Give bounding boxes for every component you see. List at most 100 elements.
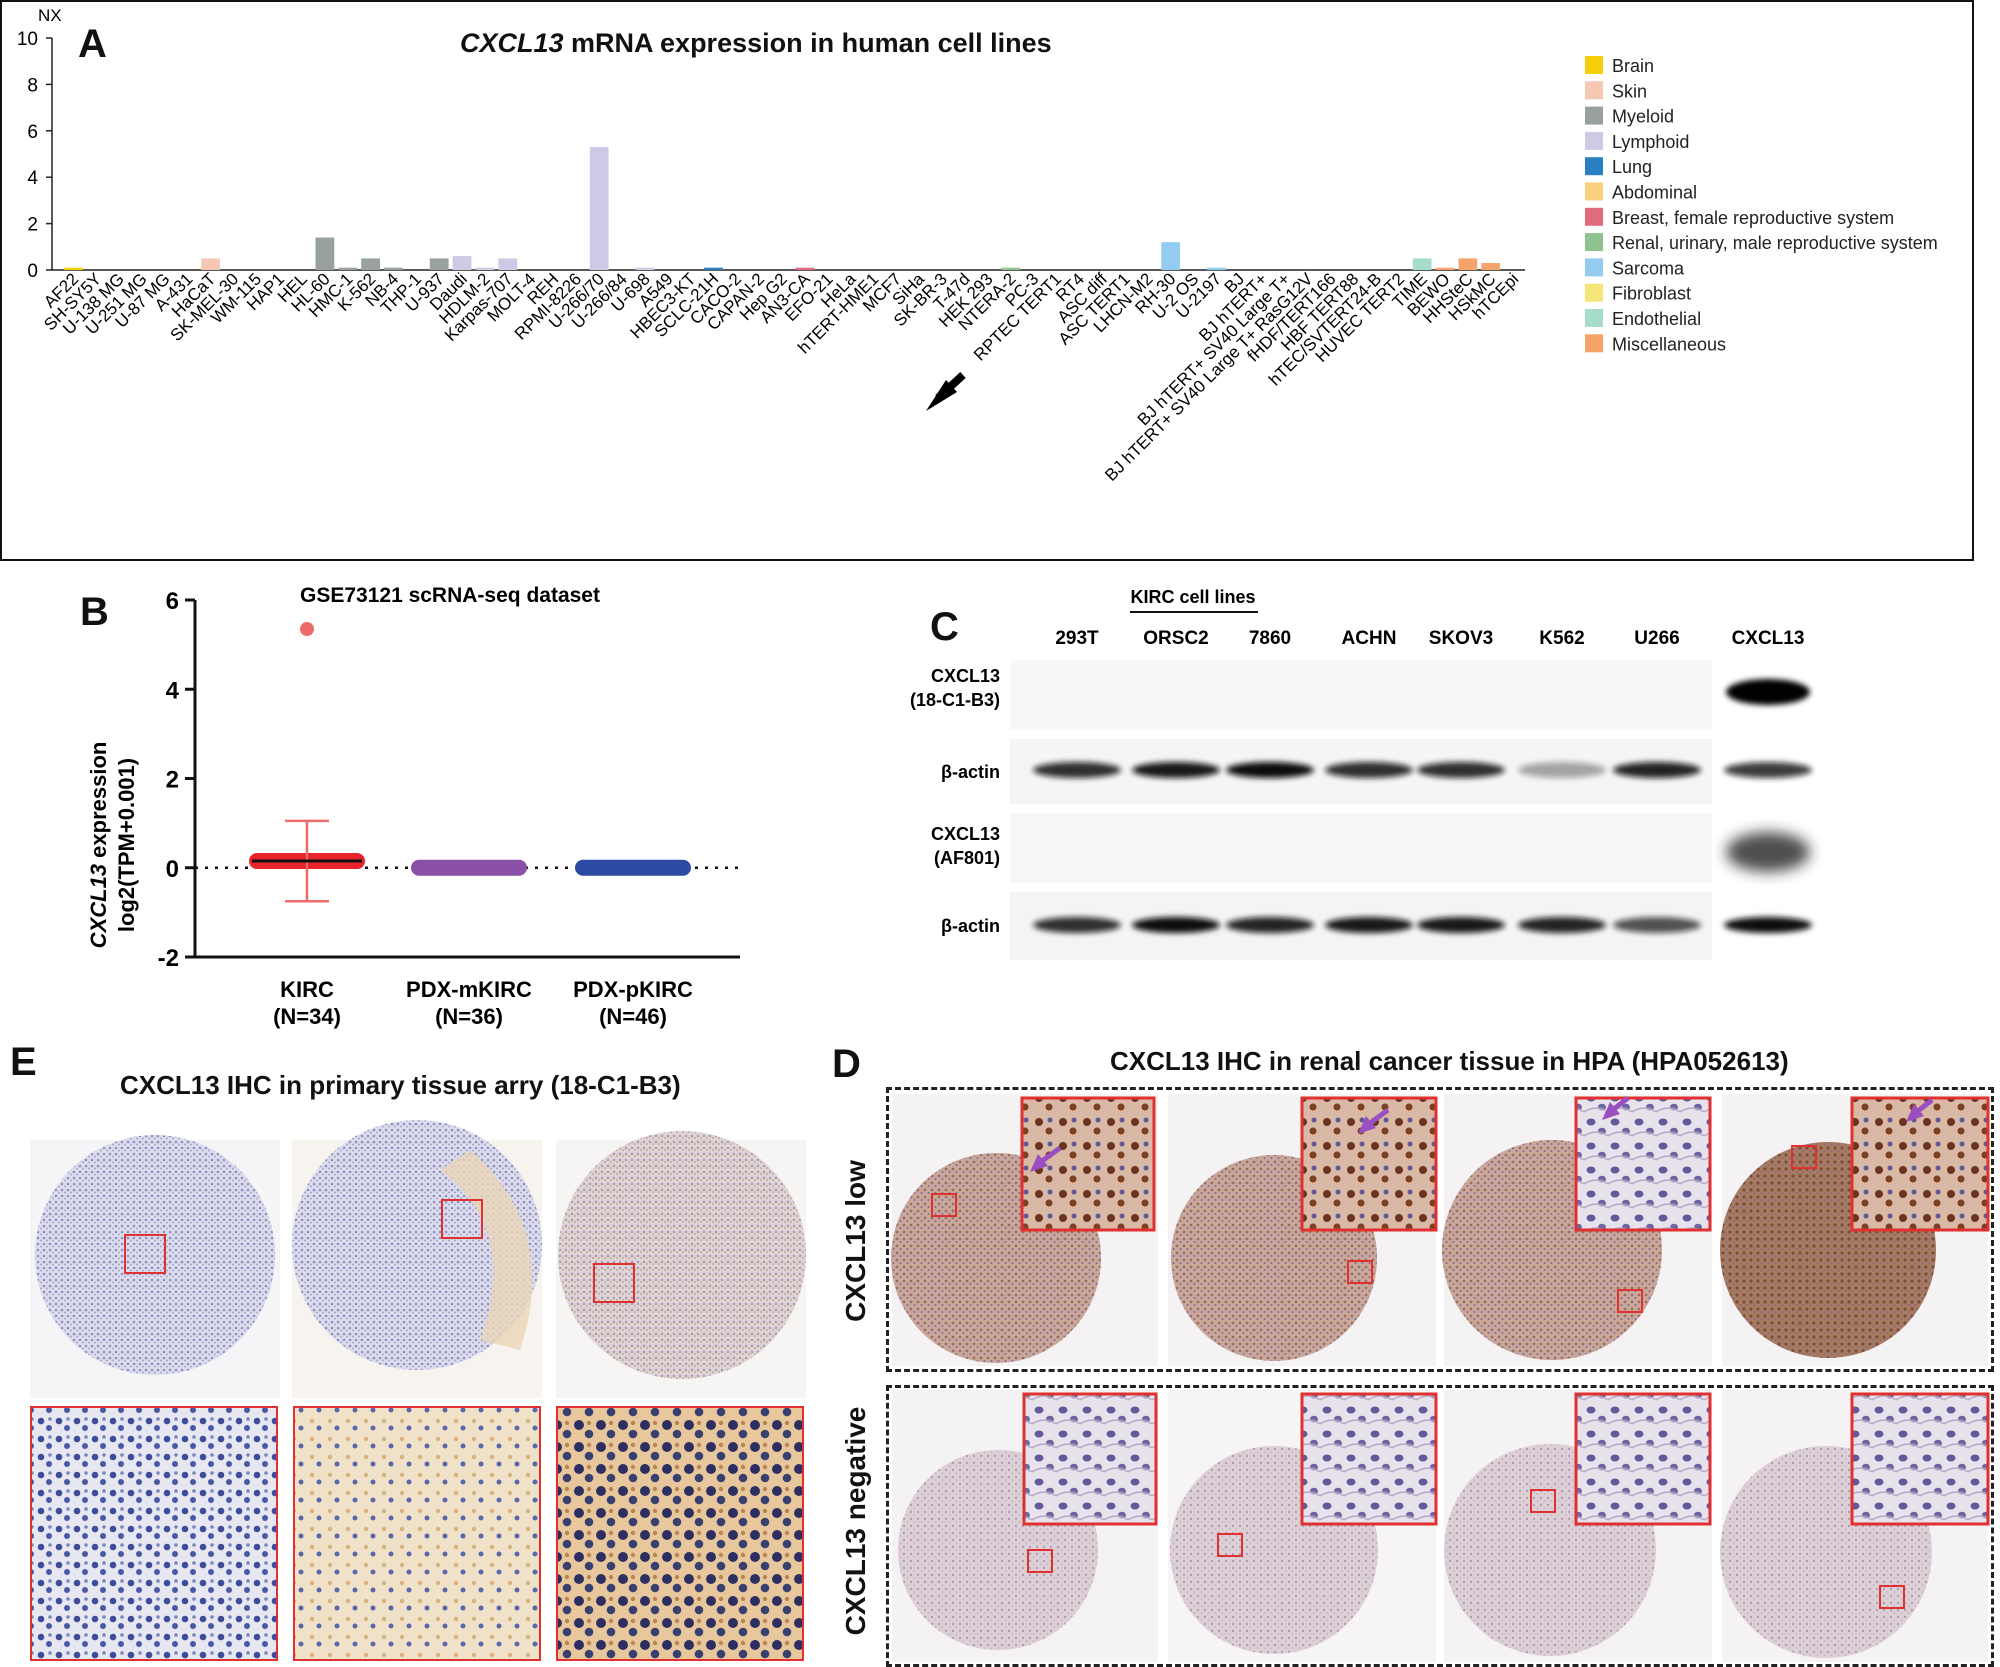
legend-label: Myeloid [1612,107,1674,127]
y-tick-label: 10 [17,29,38,50]
bar [589,147,609,270]
tma-core-3 [558,1131,806,1379]
panel-c-row-labels: CXCL13 (18-C1-B3) β-actin CXCL13 (AF801) β-ac… [910,666,1000,936]
bar [1161,242,1181,270]
panel-e-letter: E [10,1040,37,1084]
y-tick-label: 4 [27,168,38,189]
panel-d-title: CXCL13 IHC in renal cancer tissue in HPA… [1110,1046,1789,1076]
bar [1207,267,1226,270]
bar [1458,258,1478,270]
panel-a-legend: Brain Skin Myeloid Lymphoid Lung Abdominal Bre… [1585,56,1938,354]
panel-d-letter: D [832,1042,861,1086]
panel-b-marks [249,622,691,903]
legend-swatch [1585,309,1603,327]
blot-row-label: CXCL13 [931,824,1000,844]
y-tick-label: 2 [27,215,38,236]
panel-b-ylabel: CXCL13 expression log2(TPM+0.001) [86,742,139,949]
hek293-arrow [926,372,966,411]
panel-a-letter: A [78,22,107,66]
actin-band [1613,762,1701,778]
bar [429,258,449,270]
legend-swatch [1585,182,1603,201]
legend-swatch [1585,106,1603,125]
actin-band [1132,917,1220,933]
hpa-low-tile-2 [1168,1094,1438,1366]
legend-swatch [1585,334,1603,353]
legend-swatch [1585,157,1603,176]
panel-b-ylabel-rest: expression [86,742,111,864]
low-row-box [886,1087,1994,1372]
panel-b-y-tick-label: 2 [166,767,179,794]
legend-swatch [1585,258,1603,277]
bar [795,267,815,270]
lane-label: SKOV3 [1429,628,1493,649]
y-axis-unit: NX [38,6,62,25]
panel-c-bands [1033,679,1812,933]
panel-a-title: CXCL13 mRNA expression in human cell lin… [460,28,1052,59]
row-label-low-wrap: CXCL13 low [826,1145,886,1345]
bar [1412,258,1432,270]
legend-swatch [1585,81,1603,100]
panel-a-title-rest: mRNA expression in human cell lines [563,28,1052,58]
panel-b-group-name: KIRC [280,977,334,1002]
panel-b-y-tick-label: 4 [166,677,180,704]
panel-a-title-gene: CXCL13 [460,28,564,58]
panel-b-group-n: (N=46) [599,1004,667,1029]
legend-swatch [1585,283,1603,302]
panel-e-title: CXCL13 IHC in primary tissue arry (18-C1… [120,1070,681,1100]
tma-roi-2 [441,1199,483,1239]
panel-b-group-n: (N=34) [273,1004,341,1029]
legend-swatch [1585,207,1603,226]
actin-band [1226,762,1314,778]
hpa-low-tile-3 [1442,1094,1712,1366]
actin-band [1724,917,1812,933]
hpa-low-tile-4 [1720,1094,1990,1366]
bar [1001,267,1021,270]
panel-b-ylabel-gene: CXCL13 [86,864,111,948]
legend-label: Fibroblast [1612,284,1691,304]
blot-row-sublabel: (18-C1-B3) [910,690,1000,710]
panel-b-letter: B [80,590,109,634]
legend-label: Lymphoid [1612,132,1689,152]
y-tick-label: 0 [27,261,38,282]
bar [452,256,472,270]
bar [704,267,723,270]
bar [64,267,83,270]
panel-b-points [575,859,691,876]
lane-label: ORSC2 [1143,628,1208,649]
bar [384,267,403,270]
y-tick-label: 6 [27,122,38,143]
legend-label: Renal, urinary, male reproductive system [1612,233,1938,253]
tma-roi-3 [593,1263,635,1303]
legend-label: Lung [1612,157,1652,177]
blot-row-sublabel: (AF801) [934,848,1000,868]
panel-b-title: GSE73121 scRNA-seq dataset [300,584,600,607]
legend-swatch [1585,56,1603,74]
blot-strip-1 [1010,660,1712,730]
legend-label: Brain [1612,56,1654,76]
bar [1435,267,1455,270]
legend-label: Sarcoma [1612,258,1685,278]
negative-row-box [886,1385,1994,1667]
legend-swatch [1585,233,1603,252]
bar [1481,263,1501,270]
tma-core-1 [35,1135,275,1375]
panel-b-group-name: PDX-pKIRC [573,977,693,1002]
legend-swatch [1585,131,1603,150]
lane-label: 7860 [1249,628,1291,649]
legend-label: Miscellaneous [1612,334,1726,354]
panel-b-y-tick-label: 6 [166,588,179,615]
panel-c-letter: C [930,605,959,649]
actin-band [1033,762,1121,778]
lane-label: K562 [1539,628,1584,649]
actin-band [1417,762,1505,778]
bar [201,258,220,270]
bar [498,258,518,270]
row-label-negative: CXCL13 negative [840,1406,871,1636]
row-label-negative-wrap: CXCL13 negative [826,1395,886,1655]
lane-label: U266 [1634,628,1679,649]
bar [315,237,335,270]
legend-label: Skin [1612,81,1647,101]
panel-b-points [411,859,527,876]
